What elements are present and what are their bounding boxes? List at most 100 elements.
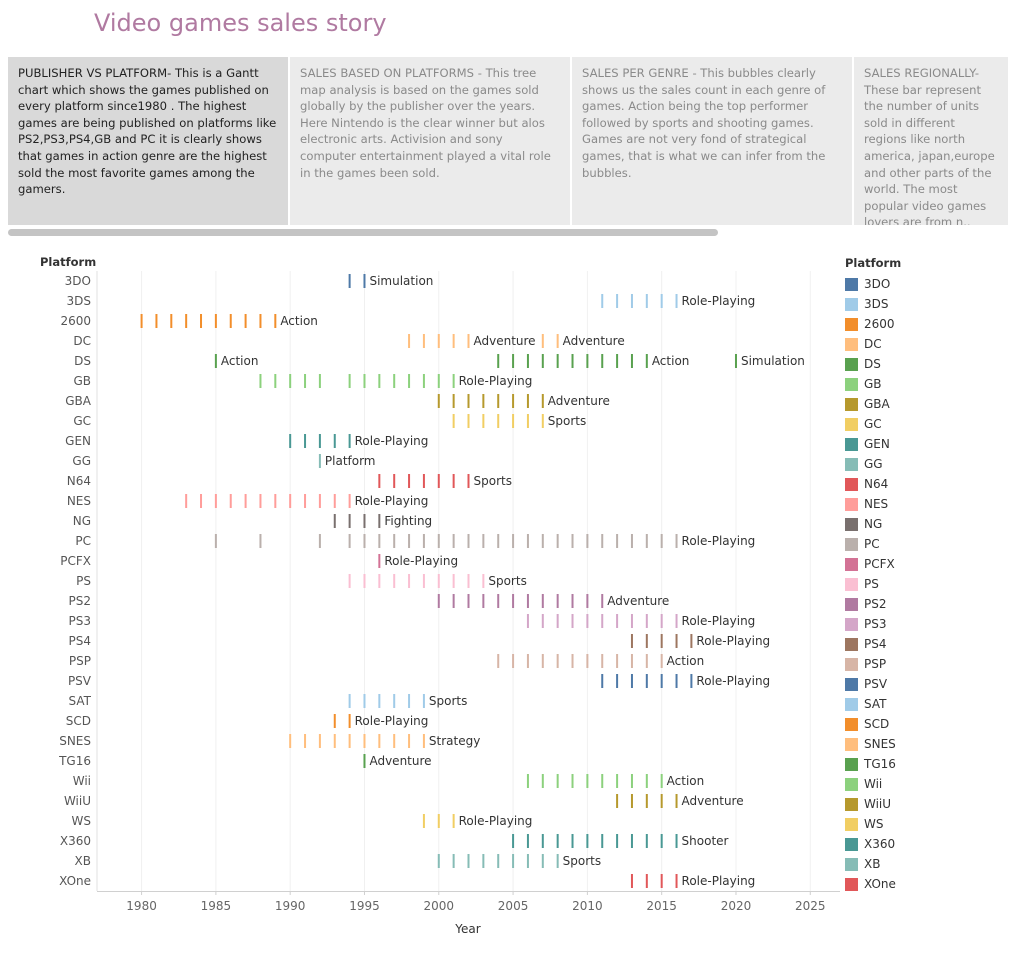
legend-item[interactable]: PS4 (845, 634, 901, 654)
gantt-mark[interactable] (363, 514, 366, 528)
gantt-mark[interactable] (526, 614, 529, 628)
gantt-mark[interactable] (482, 574, 485, 588)
gantt-mark[interactable] (556, 614, 559, 628)
gantt-mark[interactable] (467, 474, 470, 488)
gantt-mark[interactable] (630, 634, 633, 648)
gantt-mark[interactable] (660, 794, 663, 808)
gantt-mark[interactable] (645, 834, 648, 848)
gantt-mark[interactable] (467, 594, 470, 608)
legend-item[interactable]: 2600 (845, 314, 901, 334)
gantt-mark[interactable] (586, 774, 589, 788)
gantt-mark[interactable] (660, 674, 663, 688)
gantt-mark[interactable] (378, 574, 381, 588)
gantt-mark[interactable] (393, 534, 396, 548)
gantt-mark[interactable] (452, 394, 455, 408)
gantt-mark[interactable] (408, 474, 411, 488)
gantt-mark[interactable] (229, 494, 232, 508)
gantt-mark[interactable] (556, 534, 559, 548)
gantt-mark[interactable] (482, 394, 485, 408)
gantt-mark[interactable] (675, 794, 678, 808)
gantt-mark[interactable] (526, 774, 529, 788)
gantt-mark[interactable] (422, 734, 425, 748)
gantt-mark[interactable] (289, 374, 292, 388)
gantt-mark[interactable] (601, 354, 604, 368)
gantt-mark[interactable] (601, 834, 604, 848)
gantt-mark[interactable] (630, 654, 633, 668)
gantt-mark[interactable] (274, 314, 277, 328)
legend-item[interactable]: DC (845, 334, 901, 354)
gantt-mark[interactable] (363, 754, 366, 768)
gantt-mark[interactable] (660, 294, 663, 308)
legend-item[interactable]: PS3 (845, 614, 901, 634)
legend-item[interactable]: SNES (845, 734, 901, 754)
legend-item[interactable]: NG (845, 514, 901, 534)
gantt-mark[interactable] (512, 394, 515, 408)
legend-item[interactable]: PCFX (845, 554, 901, 574)
legend-item[interactable]: 3DS (845, 294, 901, 314)
gantt-mark[interactable] (675, 874, 678, 888)
gantt-mark[interactable] (675, 614, 678, 628)
gantt-mark[interactable] (660, 534, 663, 548)
gantt-mark[interactable] (512, 534, 515, 548)
gantt-mark[interactable] (571, 354, 574, 368)
gantt-mark[interactable] (304, 734, 307, 748)
gantt-mark[interactable] (601, 594, 604, 608)
gantt-mark[interactable] (616, 614, 619, 628)
story-point-3[interactable]: SALES PER GENRE - This bubbles clearly s… (572, 57, 852, 225)
gantt-mark[interactable] (541, 594, 544, 608)
legend-item[interactable]: SCD (845, 714, 901, 734)
gantt-mark[interactable] (645, 654, 648, 668)
gantt-mark[interactable] (526, 534, 529, 548)
gantt-mark[interactable] (437, 534, 440, 548)
gantt-mark[interactable] (660, 614, 663, 628)
gantt-mark[interactable] (333, 714, 336, 728)
gantt-mark[interactable] (437, 334, 440, 348)
legend-item[interactable]: XOne (845, 874, 901, 894)
gantt-mark[interactable] (289, 734, 292, 748)
gantt-mark[interactable] (512, 854, 515, 868)
gantt-mark[interactable] (214, 354, 217, 368)
gantt-mark[interactable] (304, 374, 307, 388)
gantt-mark[interactable] (645, 874, 648, 888)
gantt-mark[interactable] (556, 834, 559, 848)
gantt-mark[interactable] (422, 474, 425, 488)
gantt-mark[interactable] (467, 414, 470, 428)
gantt-mark[interactable] (645, 794, 648, 808)
gantt-mark[interactable] (422, 814, 425, 828)
legend-item[interactable]: GB (845, 374, 901, 394)
legend-item[interactable]: Wii (845, 774, 901, 794)
gantt-mark[interactable] (408, 694, 411, 708)
gantt-mark[interactable] (660, 774, 663, 788)
gantt-mark[interactable] (289, 434, 292, 448)
gantt-mark[interactable] (229, 314, 232, 328)
gantt-mark[interactable] (526, 834, 529, 848)
gantt-mark[interactable] (645, 294, 648, 308)
legend-item[interactable]: SAT (845, 694, 901, 714)
gantt-mark[interactable] (586, 594, 589, 608)
gantt-mark[interactable] (333, 494, 336, 508)
gantt-mark[interactable] (482, 534, 485, 548)
gantt-mark[interactable] (422, 334, 425, 348)
gantt-mark[interactable] (259, 314, 262, 328)
gantt-mark[interactable] (437, 474, 440, 488)
gantt-mark[interactable] (318, 374, 321, 388)
gantt-mark[interactable] (645, 674, 648, 688)
gantt-mark[interactable] (378, 734, 381, 748)
gantt-mark[interactable] (348, 714, 351, 728)
gantt-mark[interactable] (437, 574, 440, 588)
legend-item[interactable]: WiiU (845, 794, 901, 814)
gantt-mark[interactable] (630, 834, 633, 848)
gantt-mark[interactable] (304, 434, 307, 448)
gantt-mark[interactable] (378, 534, 381, 548)
gantt-mark[interactable] (497, 594, 500, 608)
gantt-mark[interactable] (437, 374, 440, 388)
gantt-mark[interactable] (408, 534, 411, 548)
story-point-1[interactable]: PUBLISHER VS PLATFORM- This is a Gantt c… (8, 57, 288, 225)
legend-item[interactable]: NES (845, 494, 901, 514)
gantt-mark[interactable] (259, 374, 262, 388)
gantt-mark[interactable] (734, 354, 737, 368)
gantt-mark[interactable] (571, 534, 574, 548)
navigator-scrollbar[interactable] (8, 229, 718, 236)
gantt-mark[interactable] (259, 534, 262, 548)
gantt-mark[interactable] (630, 354, 633, 368)
